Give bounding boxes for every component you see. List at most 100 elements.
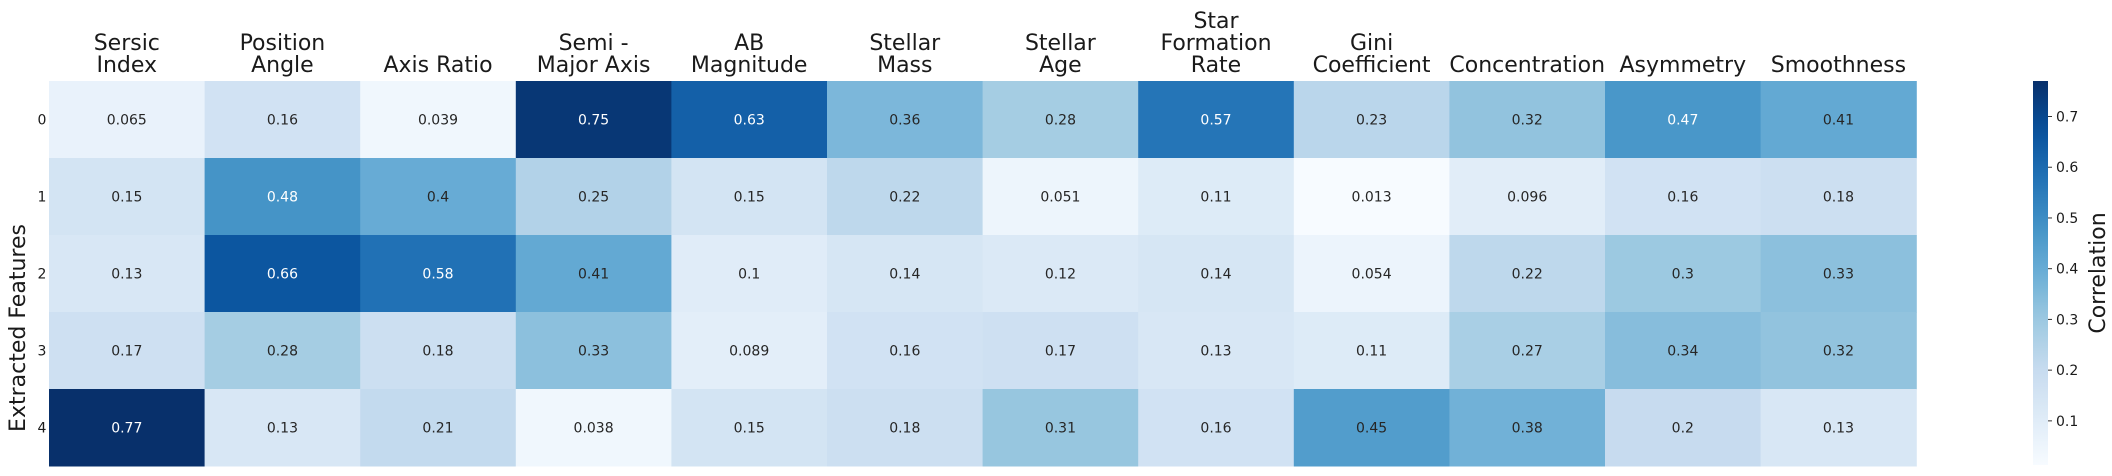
column-label: Concentration <box>1449 53 1605 78</box>
cell-value-label: 0.48 <box>267 190 298 206</box>
cell-value-label: 0.36 <box>889 113 920 129</box>
heatmap-cell <box>1760 81 1917 159</box>
heatmap-cell <box>671 389 828 467</box>
heatmap-cell <box>1138 235 1295 313</box>
heatmap-cell <box>360 389 517 467</box>
colorbar: 0.1 0.2 0.3 0.4 0.5 0.6 0.7 <box>2033 81 2078 465</box>
heatmap-cell <box>827 389 984 467</box>
cell-value-label: 0.57 <box>1200 113 1231 129</box>
cell-value-label: 0.2 <box>1672 421 1694 437</box>
heatmap-cell <box>1293 389 1450 467</box>
heatmap-cell <box>671 158 828 236</box>
column-label: Smoothness <box>1771 53 1906 78</box>
heatmap-cell <box>1605 389 1762 467</box>
cell-value-label: 0.22 <box>1512 267 1543 283</box>
heatmap-cell <box>671 312 828 390</box>
row-label: 1 <box>38 190 47 206</box>
cell-value-label: 0.25 <box>578 190 609 206</box>
colorbar-tick-label: 0.7 <box>2056 110 2078 126</box>
row-labels: 0 1 2 3 4 <box>38 113 47 437</box>
heatmap-cell <box>515 312 672 390</box>
heatmap-cell <box>1760 312 1917 390</box>
cell-value-label: 0.66 <box>267 267 298 283</box>
column-label: Sersic Index <box>94 31 160 78</box>
cell-value-label: 0.14 <box>889 267 920 283</box>
heatmap-cell <box>827 81 984 159</box>
heatmap-cell <box>515 235 672 313</box>
heatmap-cell <box>49 312 206 390</box>
heatmap-cell <box>1293 235 1450 313</box>
column-labels: Sersic Index Position Angle Axis Ratio Semi -… <box>94 9 1906 78</box>
column-label: Gini Coefficient <box>1313 31 1431 78</box>
cell-value-label: 0.32 <box>1823 344 1854 360</box>
heatmap-cell <box>982 389 1139 467</box>
cell-value-label: 0.15 <box>734 190 765 206</box>
cell-value-label: 0.17 <box>111 344 142 360</box>
cell-value-label: 0.16 <box>1200 421 1231 437</box>
cell-value-label: 0.3 <box>1672 267 1694 283</box>
column-label: AB Magnitude <box>691 31 808 78</box>
cell-value-label: 0.45 <box>1356 421 1387 437</box>
colorbar-gradient <box>2033 81 2048 465</box>
heatmap-cell <box>1449 312 1606 390</box>
cell-value-label: 0.28 <box>267 344 298 360</box>
heatmap-cell <box>1138 389 1295 467</box>
cell-value-label: 0.096 <box>1507 190 1547 206</box>
colorbar-tick-label: 0.2 <box>2056 363 2078 379</box>
cell-value-label: 0.47 <box>1667 113 1698 129</box>
cell-value-label: 0.23 <box>1356 113 1387 129</box>
heatmap-cell <box>671 235 828 313</box>
cell-value-label: 0.089 <box>729 344 769 360</box>
cell-value-label: 0.013 <box>1352 190 1392 206</box>
cell-value-label: 0.75 <box>578 113 609 129</box>
cell-value-label: 0.18 <box>1823 190 1854 206</box>
heatmap-cell <box>827 235 984 313</box>
column-label: Star Formation Rate <box>1160 9 1271 78</box>
heatmap-cell <box>1138 312 1295 390</box>
heatmap-cell <box>982 158 1139 236</box>
cell-value-label: 0.13 <box>267 421 298 437</box>
cell-value-label: 0.22 <box>889 190 920 206</box>
cell-value-label: 0.18 <box>422 344 453 360</box>
cell-value-label: 0.038 <box>574 421 614 437</box>
heatmap-cell <box>1605 81 1762 159</box>
heatmap-cell <box>1293 81 1450 159</box>
cell-value-label: 0.27 <box>1512 344 1543 360</box>
column-label: Stellar Mass <box>869 31 941 78</box>
heatmap-cell <box>1760 158 1917 236</box>
heatmap-cell <box>827 312 984 390</box>
heatmap-cell <box>1449 389 1606 467</box>
row-label: 3 <box>38 344 47 360</box>
cell-value-label: 0.41 <box>1823 113 1854 129</box>
cell-value-label: 0.051 <box>1040 190 1080 206</box>
heatmap-cell-labels: 0.065 0.16 0.039 0.75 0.63 0.36 0.28 0.57 0.23 0.… <box>107 113 1854 437</box>
cell-value-label: 0.28 <box>1045 113 1076 129</box>
heatmap-cell <box>360 158 517 236</box>
cell-value-label: 0.17 <box>1045 344 1076 360</box>
cell-value-label: 0.21 <box>422 421 453 437</box>
heatmap-cell <box>49 235 206 313</box>
heatmap-cell <box>515 158 672 236</box>
cell-value-label: 0.31 <box>1045 421 1076 437</box>
heatmap-cell <box>1760 389 1917 467</box>
heatmap-cell <box>360 235 517 313</box>
heatmap-cell <box>204 312 361 390</box>
cell-value-label: 0.054 <box>1352 267 1392 283</box>
heatmap-cell <box>1138 158 1295 236</box>
column-label: Position Angle <box>240 31 326 78</box>
colorbar-tick-label: 0.5 <box>2056 211 2078 227</box>
cell-value-label: 0.33 <box>1823 267 1854 283</box>
heatmap-cell <box>1605 235 1762 313</box>
heatmap-cells <box>49 81 1917 467</box>
heatmap-cell <box>49 158 206 236</box>
colorbar-tick-label: 0.1 <box>2056 414 2078 430</box>
heatmap-cell <box>1605 312 1762 390</box>
cell-value-label: 0.13 <box>1200 344 1231 360</box>
heatmap-cell <box>1449 235 1606 313</box>
y-axis-title: Extracted Features <box>6 224 31 432</box>
colorbar-title: Correlation <box>2086 212 2111 333</box>
cell-value-label: 0.13 <box>111 267 142 283</box>
heatmap-cell <box>982 81 1139 159</box>
heatmap-cell <box>204 235 361 313</box>
